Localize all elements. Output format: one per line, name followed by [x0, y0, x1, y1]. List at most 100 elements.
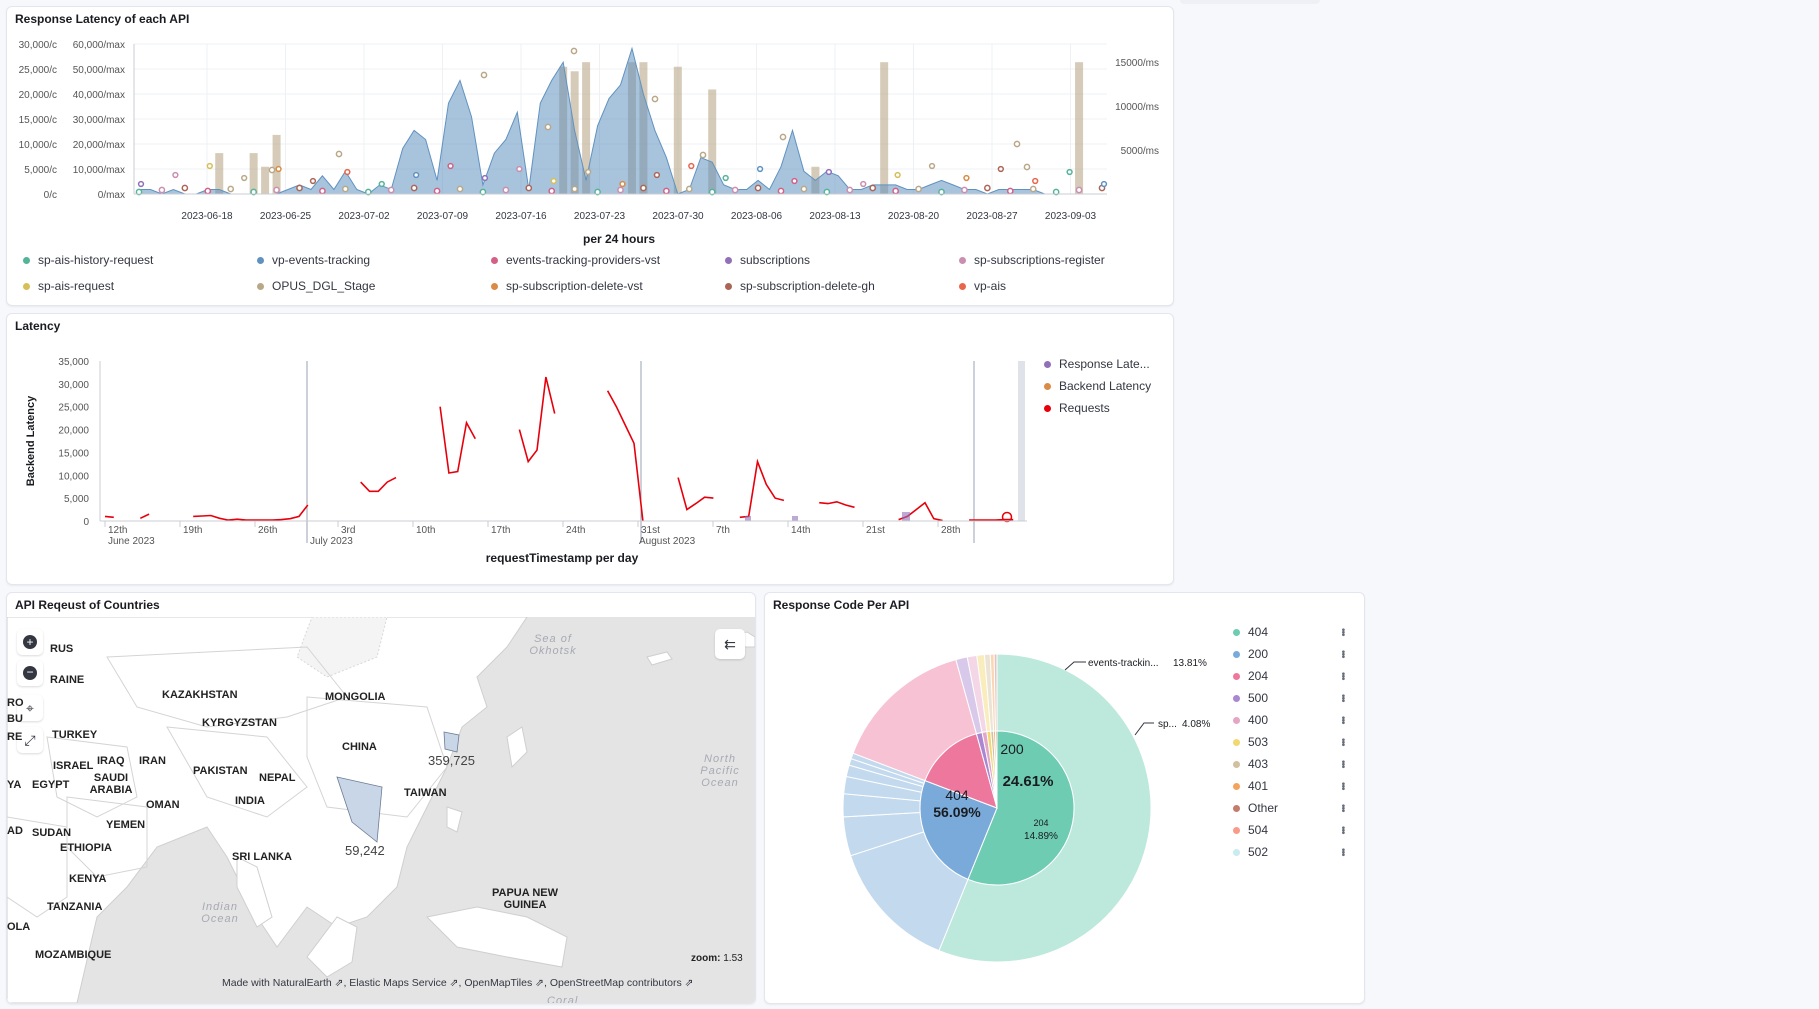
data-point: [206, 162, 213, 170]
legend-item-403[interactable]: 403 •••: [1233, 757, 1348, 771]
data-point: [961, 186, 968, 194]
legend-options-icon[interactable]: •••: [1337, 738, 1348, 746]
legend-options-icon[interactable]: •••: [1337, 628, 1348, 636]
legend-item-sp-subscription-delete-vst[interactable]: sp-subscription-delete-vst: [491, 279, 643, 293]
legend-item-vp-events-tracking[interactable]: vp-events-tracking: [257, 253, 370, 267]
x-tick-label: 2023-08-13: [809, 211, 861, 222]
data-point-outlier: [480, 71, 488, 79]
x-tick-label: 2023-08-20: [888, 211, 940, 222]
data-point: [296, 184, 303, 192]
legend-item-Other[interactable]: Other •••: [1233, 801, 1348, 815]
legend-color-dot: [1044, 404, 1051, 412]
data-point: [708, 188, 716, 196]
chart1-legend: sp-ais-history-request vp-events-tracking…: [7, 7, 1173, 305]
data-point: [1075, 186, 1083, 194]
legend-options-icon[interactable]: •••: [1337, 848, 1348, 856]
data-point: [447, 162, 454, 170]
data-point: [846, 186, 854, 194]
legend-options-icon[interactable]: •••: [1337, 650, 1348, 658]
bar-opus-dgl-stage: [880, 62, 889, 194]
external-link-icon: ⇗: [449, 977, 459, 989]
attribution-openmaptiles[interactable]: OpenMapTiles: [464, 977, 533, 989]
data-point: [309, 177, 317, 185]
attribution-ems[interactable]: Elastic Maps Service: [349, 977, 447, 989]
legend-label: vp-ais: [974, 279, 1007, 293]
y-tick-label-count: 20,000/c: [19, 90, 57, 101]
data-point: [938, 188, 945, 196]
y-tick-label-max: 10,000/max: [73, 165, 125, 176]
layer-control-button[interactable]: ⇇: [715, 629, 745, 659]
map-label: RE: [7, 731, 23, 743]
legend-item-sp-ais-request[interactable]: sp-ais-request: [23, 279, 114, 293]
map-label: AD: [7, 825, 23, 837]
legend-item-Response Late...[interactable]: Response Late...: [1044, 357, 1150, 371]
x-tick-label: 26th: [258, 525, 277, 536]
legend-color-dot: [1233, 738, 1240, 746]
data-point: [984, 184, 991, 192]
data-point: [823, 188, 831, 196]
legend-options-icon[interactable]: •••: [1337, 716, 1348, 724]
data-point-outlier: [651, 95, 659, 103]
legend-label: 504: [1248, 823, 1269, 837]
legend-item-sp-ais-history-request[interactable]: sp-ais-history-request: [23, 253, 153, 267]
legend-options-icon[interactable]: •••: [1337, 804, 1348, 812]
data-point-outlier: [544, 123, 552, 131]
legend-options-icon[interactable]: •••: [1337, 694, 1348, 702]
data-point: [640, 184, 647, 192]
legend-options-icon[interactable]: •••: [1337, 760, 1348, 768]
legend-item-vp-ais[interactable]: vp-ais: [959, 279, 1006, 293]
zoom-in-button[interactable]: +: [17, 629, 43, 655]
legend-item-subscriptions[interactable]: subscriptions: [725, 253, 810, 267]
legend-item-sp-subscription-delete-gh[interactable]: sp-subscription-delete-gh: [725, 279, 875, 293]
attribution-osm[interactable]: OpenStreetMap contributors: [549, 977, 682, 989]
map-label: TURKEY: [52, 729, 98, 741]
response-latency-bar: [902, 512, 910, 521]
map-canvas[interactable]: + − ⌖ ⤢ ⇇ RUS RAINE KAZAKHSTAN MONGOLIA KYRG…: [7, 617, 755, 1003]
data-point: [685, 185, 693, 193]
map-label: PAKISTAN: [193, 765, 248, 777]
y-tick-label-count: 15,000/c: [19, 115, 57, 126]
legend-item-401[interactable]: 401 •••: [1233, 779, 1348, 793]
bar-opus-dgl-stage: [215, 153, 224, 194]
legend-item-Backend Latency[interactable]: Backend Latency: [1044, 379, 1151, 393]
legend-label: Other: [1248, 801, 1279, 815]
y-tick-label-max: 20,000/max: [73, 140, 125, 151]
zoom-out-button[interactable]: −: [17, 660, 43, 686]
data-point: [387, 186, 395, 194]
attribution-naturalearth[interactable]: Made with NaturalEarth: [222, 977, 332, 989]
map-label: KAZAKHSTAN: [162, 689, 238, 701]
legend-options-icon[interactable]: •••: [1337, 672, 1348, 680]
data-point: [869, 184, 877, 192]
y-tick-label-max: 50,000/max: [73, 65, 125, 76]
legend-options-icon[interactable]: •••: [1337, 782, 1348, 790]
legend-color-dot: [725, 282, 732, 290]
fullscreen-button[interactable]: ⤢: [17, 727, 43, 753]
legend-item-503[interactable]: 503 •••: [1233, 735, 1348, 749]
data-point-outlier: [1013, 140, 1021, 148]
y-tick-label-max: 30,000/max: [73, 115, 125, 126]
legend-item-502[interactable]: 502 •••: [1233, 845, 1348, 859]
legend-item-events-tracking-providers-vst[interactable]: events-tracking-providers-vst: [491, 253, 660, 267]
legend-item-204[interactable]: 204 •••: [1233, 669, 1348, 683]
legend-item-404[interactable]: 404 •••: [1233, 625, 1348, 639]
data-point: [412, 171, 420, 179]
data-point: [181, 184, 189, 192]
legend-options-icon[interactable]: •••: [1337, 826, 1348, 834]
legend-item-504[interactable]: 504 •••: [1233, 823, 1348, 837]
y-tick-label-ms: 10000/ms: [1115, 102, 1159, 113]
legend-item-400[interactable]: 400 •••: [1233, 713, 1348, 727]
legend-item-Requests[interactable]: Requests: [1044, 401, 1110, 415]
x-tick-label: 2023-06-18: [181, 211, 233, 222]
legend-label: events-tracking-providers-vst: [506, 253, 661, 267]
requests-line-segment: [606, 390, 644, 522]
legend-item-500[interactable]: 500 •••: [1233, 691, 1348, 705]
y-tick-label-max: 40,000/max: [73, 90, 125, 101]
y-tick-label: 20,000: [58, 426, 89, 437]
legend-item-sp-subscriptions-register[interactable]: sp-subscriptions-register: [959, 253, 1105, 267]
data-point: [915, 185, 922, 193]
legend-color-dot: [1233, 694, 1240, 702]
legend-item-200[interactable]: 200 •••: [1233, 647, 1348, 661]
fit-bounds-button[interactable]: ⌖: [17, 695, 43, 721]
legend-item-OPUS_DGL_Stage[interactable]: OPUS_DGL_Stage: [257, 279, 375, 293]
x-tick-label: 19th: [183, 525, 202, 536]
